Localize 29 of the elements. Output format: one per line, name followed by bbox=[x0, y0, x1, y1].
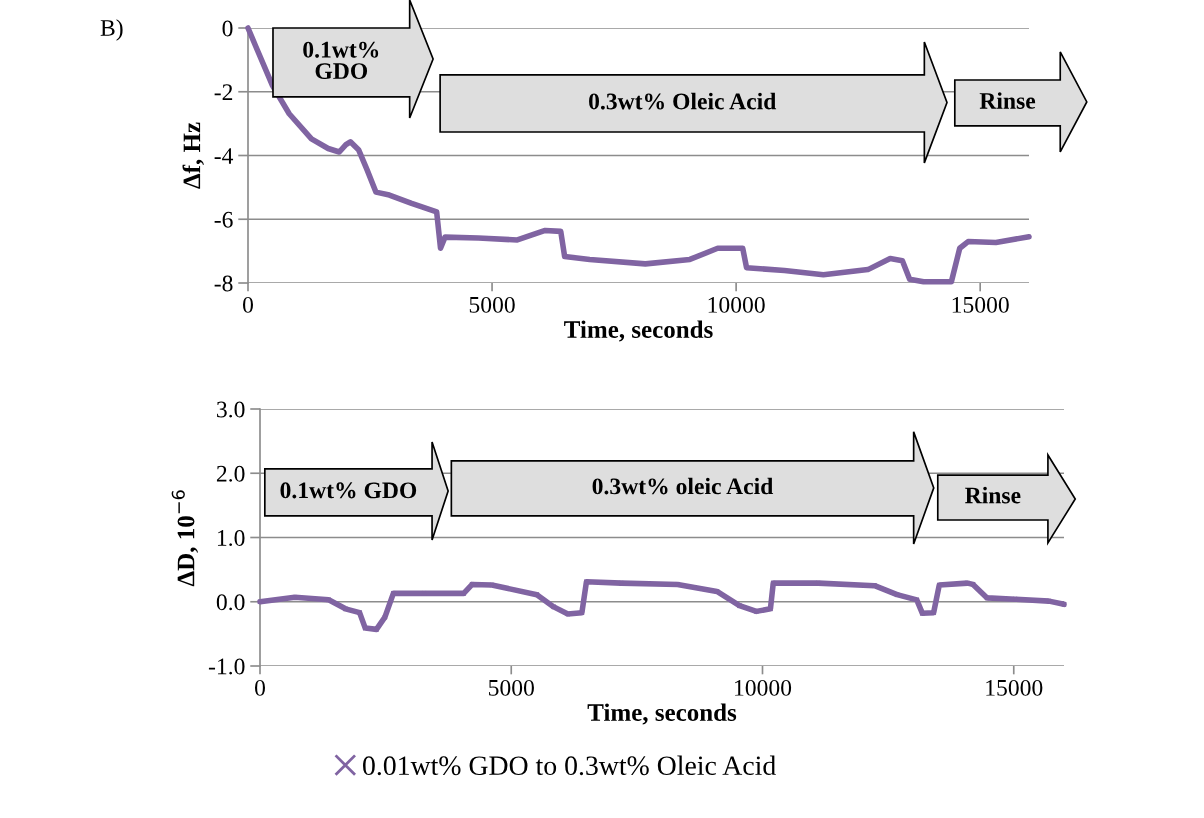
y-tick-label: -1.0 bbox=[208, 658, 245, 675]
y-tick-label: 3.0 bbox=[217, 401, 245, 418]
annotation: 0.3wt% Oleic Acid bbox=[589, 92, 777, 110]
x-tick-label: 5000 bbox=[489, 679, 534, 696]
x-tick-label: 15000 bbox=[986, 679, 1043, 696]
annotation: 0.1wt% GDO bbox=[303, 41, 379, 80]
x-tick-label: 10000 bbox=[735, 679, 792, 696]
y-tick-label: 1.0 bbox=[217, 529, 245, 547]
legend-label: 0.01wt% GDO to 0.3wt% Oleic Acid bbox=[363, 755, 776, 776]
y-tick-label: -6 bbox=[214, 211, 233, 228]
x-tick-label: 0 bbox=[255, 679, 265, 696]
annotation: Rinse bbox=[979, 92, 1036, 109]
x-tick-label: 10000 bbox=[708, 296, 765, 313]
annotation: Rinse bbox=[965, 486, 1021, 504]
y-tick-label: 0.0 bbox=[216, 594, 245, 611]
text: B) bbox=[100, 19, 123, 41]
y-tick-label: -8 bbox=[214, 275, 233, 292]
y-tick-label: -4 bbox=[214, 148, 234, 164]
y-tick-label: 2.0 bbox=[216, 465, 245, 482]
y-axis-title: ΔD, 10$^{−6}$ bbox=[171, 490, 199, 587]
annotation: 0.3wt% oleic Acid bbox=[592, 477, 774, 495]
x-tick-label: 15000 bbox=[952, 296, 1009, 313]
y-axis-title: Δf, Hz bbox=[182, 122, 204, 189]
x-tick-label: 5000 bbox=[469, 296, 515, 313]
x-axis-title: Time, seconds bbox=[587, 703, 737, 725]
y-tick-label: 0 bbox=[222, 20, 233, 37]
x-axis-title: Time, seconds bbox=[564, 320, 713, 342]
y-tick-label: -2 bbox=[214, 84, 233, 100]
annotation: 0.1wt% GDO bbox=[280, 482, 417, 499]
